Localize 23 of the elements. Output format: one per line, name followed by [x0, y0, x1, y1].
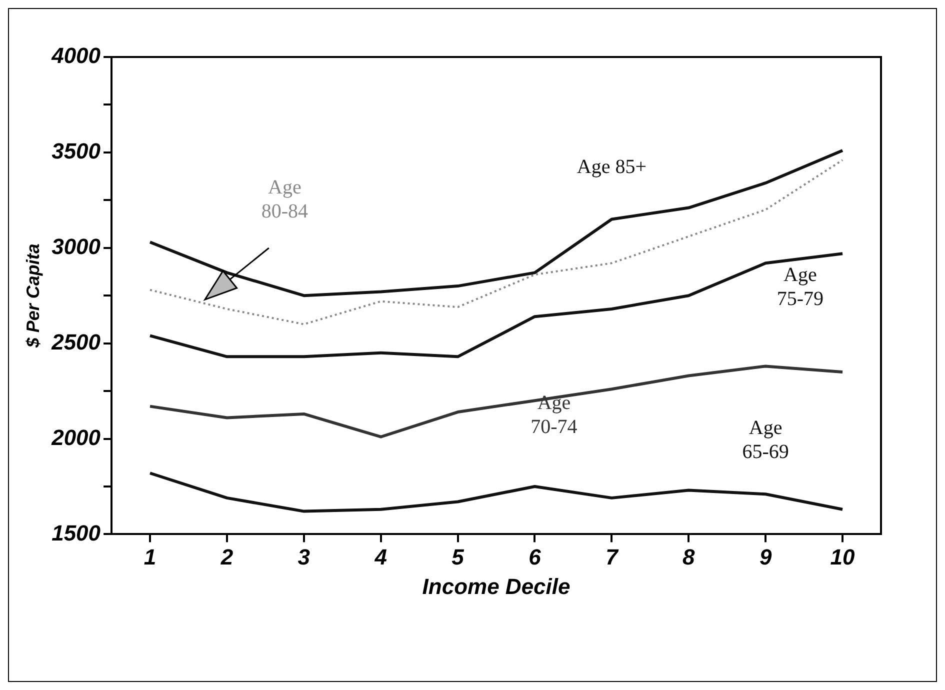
- x-tick-label: 1: [144, 544, 156, 570]
- series-label: Age 75-79: [776, 264, 824, 310]
- x-tick-label: 2: [220, 544, 234, 570]
- x-tick-label: 10: [830, 544, 856, 570]
- y-tick-label: 3000: [52, 234, 102, 259]
- x-tick-label: 5: [452, 544, 465, 570]
- y-tick-label: 2000: [50, 424, 102, 450]
- x-tick-label: 3: [298, 544, 310, 570]
- x-tick-label: 4: [374, 544, 387, 570]
- series-label: Age 65-69: [742, 416, 789, 463]
- y-tick-label: 4000: [50, 43, 102, 68]
- text: Age 80-84: [261, 176, 308, 222]
- x-tick-label: 6: [528, 544, 542, 570]
- x-tick-label: 8: [682, 544, 696, 570]
- x-tick-label: 7: [606, 544, 620, 570]
- x-axis-title: Income Decile: [422, 574, 570, 599]
- y-tick-label: 3500: [52, 138, 102, 164]
- y-tick-label: 1500: [52, 520, 102, 546]
- y-tick-label: 2500: [50, 329, 102, 354]
- y-axis-title: $ Per Capita: [22, 244, 43, 349]
- line-series: [149, 159, 844, 326]
- series-label: Age 85+: [576, 156, 646, 178]
- x-tick-label: 9: [759, 544, 772, 570]
